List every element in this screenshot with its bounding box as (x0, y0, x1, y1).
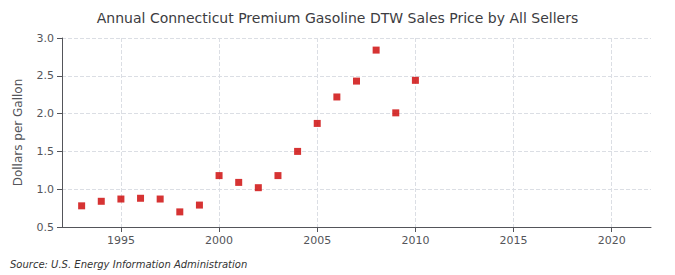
svg-text:3.0: 3.0 (37, 32, 55, 45)
svg-text:1995: 1995 (107, 234, 135, 247)
svg-text:Source: U.S. Energy Informatio: Source: U.S. Energy Information Administ… (10, 259, 247, 270)
svg-text:1.5: 1.5 (37, 145, 55, 158)
svg-text:1.0: 1.0 (37, 183, 55, 196)
svg-text:2000: 2000 (205, 234, 233, 247)
svg-text:Dollars per Gallon: Dollars per Gallon (11, 79, 25, 187)
svg-text:0.5: 0.5 (37, 221, 55, 234)
svg-text:Annual Connecticut Premium Gas: Annual Connecticut Premium Gasoline DTW … (97, 10, 578, 26)
svg-text:2010: 2010 (401, 234, 429, 247)
svg-text:2015: 2015 (500, 234, 528, 247)
svg-text:2.0: 2.0 (37, 107, 55, 120)
svg-text:2.5: 2.5 (37, 69, 55, 82)
svg-text:2020: 2020 (598, 234, 626, 247)
svg-text:2005: 2005 (303, 234, 331, 247)
